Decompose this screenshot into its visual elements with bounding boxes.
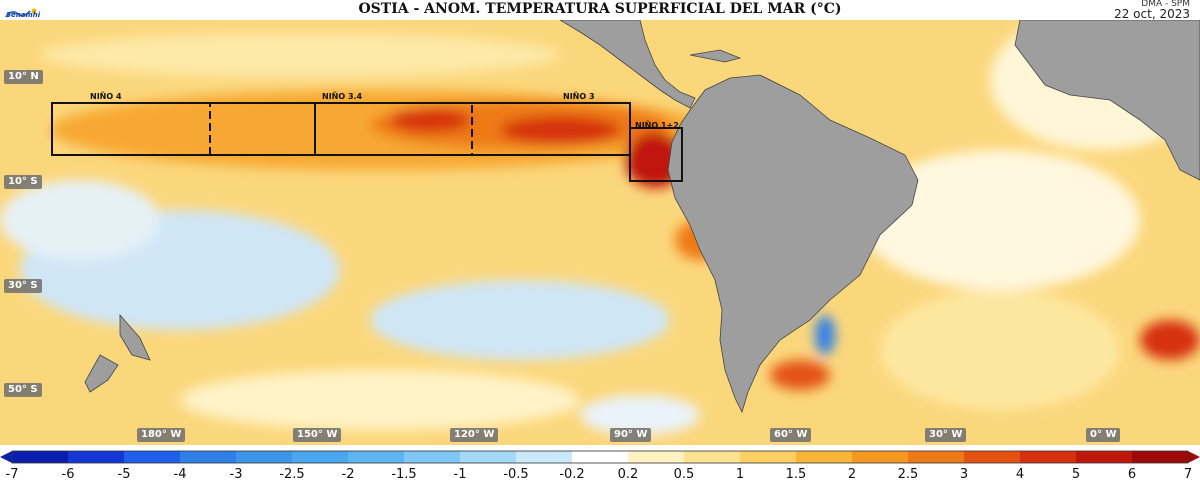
lon-label-0w: 0° W bbox=[1086, 428, 1121, 442]
colorbar-tick-label: -1 bbox=[453, 467, 467, 482]
caribbean-islands bbox=[689, 49, 742, 63]
colorbar-tick-label: 1.5 bbox=[785, 467, 807, 482]
land-masses bbox=[84, 20, 1200, 414]
lat-label-50s: 50° S bbox=[4, 383, 42, 397]
colorbar-min-arrow bbox=[0, 451, 12, 463]
nino-4-label: NIÑO 4 bbox=[90, 92, 122, 101]
colorbar-segment bbox=[236, 451, 293, 463]
sst-anomaly-map: NIÑO 4 NIÑO 3.4 NIÑO 3 NIÑO 1+2 10° N 10… bbox=[0, 20, 1200, 445]
colorbar-segment bbox=[628, 451, 685, 463]
colorbar-tick-label: -1.5 bbox=[391, 467, 417, 482]
colorbar-tick-label: -0.5 bbox=[503, 467, 529, 482]
colorbar-segment bbox=[12, 451, 69, 463]
nino-12-label: NIÑO 1+2 bbox=[635, 121, 679, 130]
colorbar-labels: -7 -6 -5 -4 -3 -2.5 -2 -1.5 -1 -0.5 -0.2 0.2 0.5 1 1.5… bbox=[0, 467, 1200, 483]
colorbar-segment bbox=[908, 451, 965, 463]
colorbar-tick-label: -3 bbox=[229, 467, 243, 482]
nino-34-box bbox=[209, 102, 473, 156]
colorbar-segment bbox=[1020, 451, 1077, 463]
africa bbox=[1014, 20, 1200, 181]
colorbar-segment bbox=[292, 451, 349, 463]
colorbar-tick-label: 0.2 bbox=[617, 467, 639, 482]
lon-label-120w: 120° W bbox=[450, 428, 499, 442]
colorbar-tick-label: -5 bbox=[117, 467, 131, 482]
south-america bbox=[667, 74, 919, 414]
lon-label-150w: 150° W bbox=[293, 428, 342, 442]
lon-label-30w: 30° W bbox=[925, 428, 967, 442]
colorbar-segment bbox=[124, 451, 181, 463]
colorbar-segment bbox=[348, 451, 405, 463]
colorbar bbox=[0, 450, 1200, 464]
colorbar-tick-label: 6 bbox=[1127, 467, 1137, 482]
colorbar-segment bbox=[740, 451, 797, 463]
senamhi-logo: Senamhi bbox=[4, 3, 42, 21]
colorbar-tick-label: 2 bbox=[847, 467, 857, 482]
date-text: 22 oct, 2023 bbox=[1114, 7, 1190, 21]
map-title: OSTIA - ANOM. TEMPERATURA SUPERFICIAL DE… bbox=[358, 1, 842, 17]
colorbar-segment bbox=[180, 451, 237, 463]
colorbar-tick-label: 7 bbox=[1183, 467, 1193, 482]
colorbar-tick-label: 0.5 bbox=[673, 467, 695, 482]
colorbar-segment bbox=[68, 451, 125, 463]
new-zealand bbox=[84, 313, 151, 393]
colorbar-max-arrow bbox=[1188, 451, 1200, 463]
colorbar-tick-label: -2 bbox=[341, 467, 355, 482]
colorbar-segment bbox=[796, 451, 853, 463]
colorbar-tick-label: 5 bbox=[1071, 467, 1081, 482]
colorbar-tick-label: -6 bbox=[61, 467, 75, 482]
colorbar-segment bbox=[964, 451, 1021, 463]
credit-text: DMA - SPM bbox=[1141, 0, 1190, 9]
lon-label-90w: 90° W bbox=[610, 428, 652, 442]
central-america bbox=[559, 20, 696, 109]
nino-3-label: NIÑO 3 bbox=[563, 92, 595, 101]
colorbar-segment bbox=[516, 451, 573, 463]
lat-label-10n: 10° N bbox=[4, 70, 43, 84]
colorbar-tick-label: -2.5 bbox=[279, 467, 305, 482]
colorbar-segments bbox=[0, 450, 1200, 464]
colorbar-tick-label: 4 bbox=[1015, 467, 1025, 482]
colorbar-segment bbox=[404, 451, 461, 463]
lat-label-30s: 30° S bbox=[4, 279, 42, 293]
nino-12-box bbox=[629, 127, 683, 182]
colorbar-segment bbox=[684, 451, 741, 463]
colorbar-tick-label: -4 bbox=[173, 467, 187, 482]
lon-label-60w: 60° W bbox=[770, 428, 812, 442]
colorbar-tick-label: -0.2 bbox=[559, 467, 585, 482]
colorbar-tick-label: 3 bbox=[959, 467, 969, 482]
nino-region-boxes bbox=[51, 102, 683, 182]
colorbar-tick-label: -7 bbox=[5, 467, 19, 482]
colorbar-segment bbox=[852, 451, 909, 463]
colorbar-segment bbox=[1076, 451, 1133, 463]
nino-34-label: NIÑO 3.4 bbox=[322, 92, 363, 101]
logo-text: Senamhi bbox=[6, 11, 41, 19]
colorbar-tick-label: 1 bbox=[735, 467, 745, 482]
colorbar-tick-label: 2.5 bbox=[897, 467, 919, 482]
colorbar-segment bbox=[1132, 451, 1189, 463]
lon-label-180w: 180° W bbox=[137, 428, 186, 442]
colorbar-segment bbox=[572, 451, 629, 463]
colorbar-segment bbox=[460, 451, 517, 463]
lat-label-10s: 10° S bbox=[4, 175, 42, 189]
colorbar-outline bbox=[11, 450, 1189, 464]
